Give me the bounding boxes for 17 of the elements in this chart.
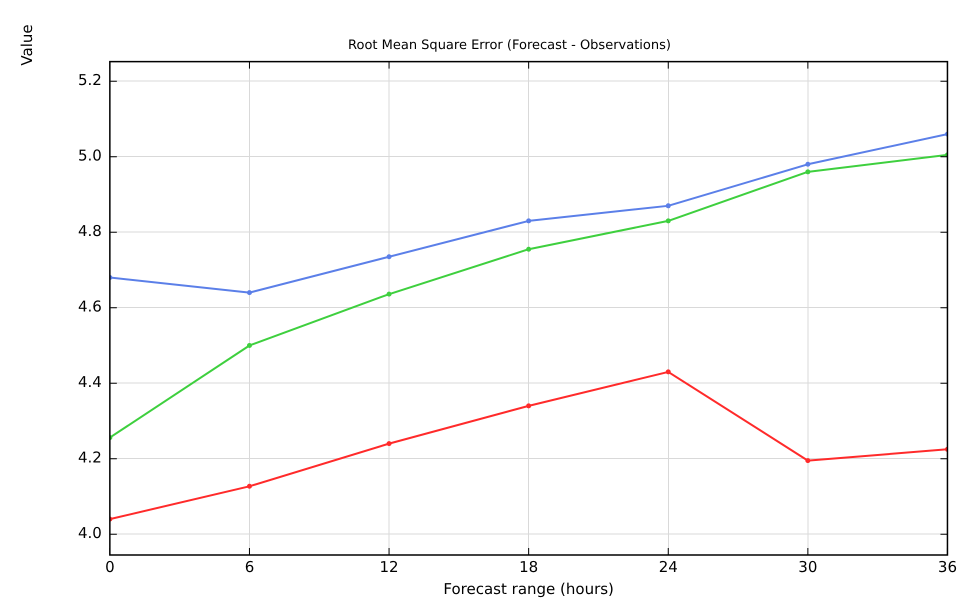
x-axis-title: Forecast range (hours) <box>443 580 614 598</box>
y-axis-title: Value <box>18 24 36 66</box>
y-tick-label: 4.6 <box>78 298 102 316</box>
y-tick-label: 4.0 <box>78 524 102 542</box>
x-tick-label: 30 <box>798 558 818 576</box>
x-tick-label: 0 <box>105 558 115 576</box>
y-tick-label: 4.8 <box>78 222 102 240</box>
y-tick-label: 4.4 <box>78 373 102 392</box>
chart-title: Root Mean Square Error (Forecast - Observations) <box>348 38 671 54</box>
x-tick-label: 6 <box>244 558 254 576</box>
y-tick-label: 5.2 <box>78 71 102 90</box>
x-tick-label: 12 <box>380 558 399 576</box>
y-tick-label: 4.2 <box>78 448 102 467</box>
x-tick-label: 36 <box>938 558 958 576</box>
x-tick-label: 18 <box>519 558 538 576</box>
x-tick-label: 24 <box>658 558 678 576</box>
y-tick-label: 5.0 <box>78 146 102 165</box>
